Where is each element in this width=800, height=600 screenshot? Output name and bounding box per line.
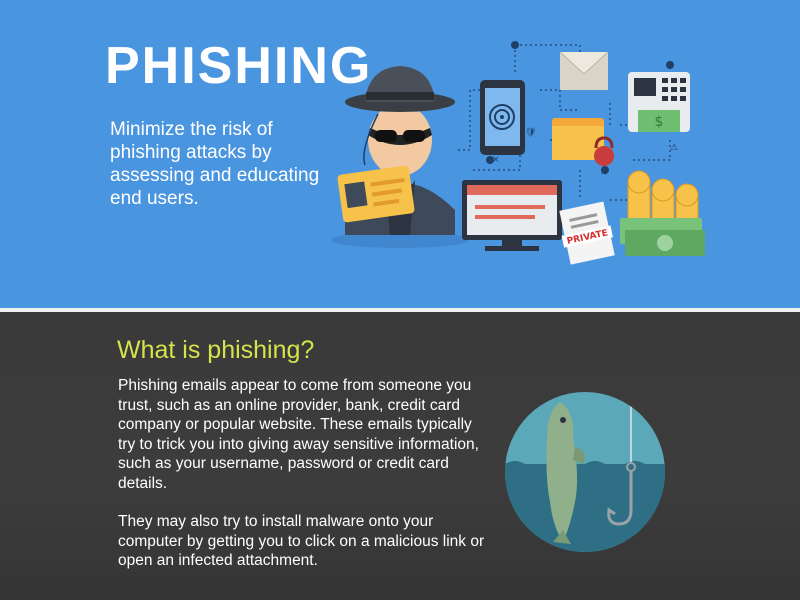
hero-tagline: Minimize the risk of phishing attacks by… [110, 119, 320, 209]
section-divider [0, 308, 800, 312]
svg-text:⚠: ⚠ [670, 143, 678, 153]
svg-text:×: × [600, 168, 608, 178]
monitor-password-icon [462, 180, 562, 251]
cash-icon [620, 218, 705, 256]
hero-banner: PHISHING Minimize the risk of phishing a… [0, 0, 800, 308]
fish-hook-icon [505, 392, 665, 552]
section-body: Phishing emails appear to come from some… [118, 376, 488, 590]
coins-icon [627, 170, 699, 223]
folder-lock-icon [552, 118, 614, 166]
paragraph: Phishing emails appear to come from some… [118, 377, 479, 492]
atm-icon: $ [628, 72, 690, 132]
page-title: PHISHING [105, 37, 373, 95]
svg-text:×: × [492, 155, 500, 165]
svg-text:🛡: 🛡 [525, 127, 536, 138]
private-document-icon: PRIVATE [559, 201, 615, 265]
envelope-icon [559, 51, 609, 90]
phone-fingerprint-icon [480, 80, 525, 155]
svg-text:$: $ [655, 114, 664, 130]
paragraph: They may also try to install malware ont… [118, 513, 485, 569]
info-section: What is phishing? Phishing emails appear… [0, 312, 800, 600]
id-card-icon [337, 165, 415, 223]
section-heading: What is phishing? [117, 336, 315, 364]
phishing-illustration: ××× ⚠🛡 [330, 41, 705, 265]
